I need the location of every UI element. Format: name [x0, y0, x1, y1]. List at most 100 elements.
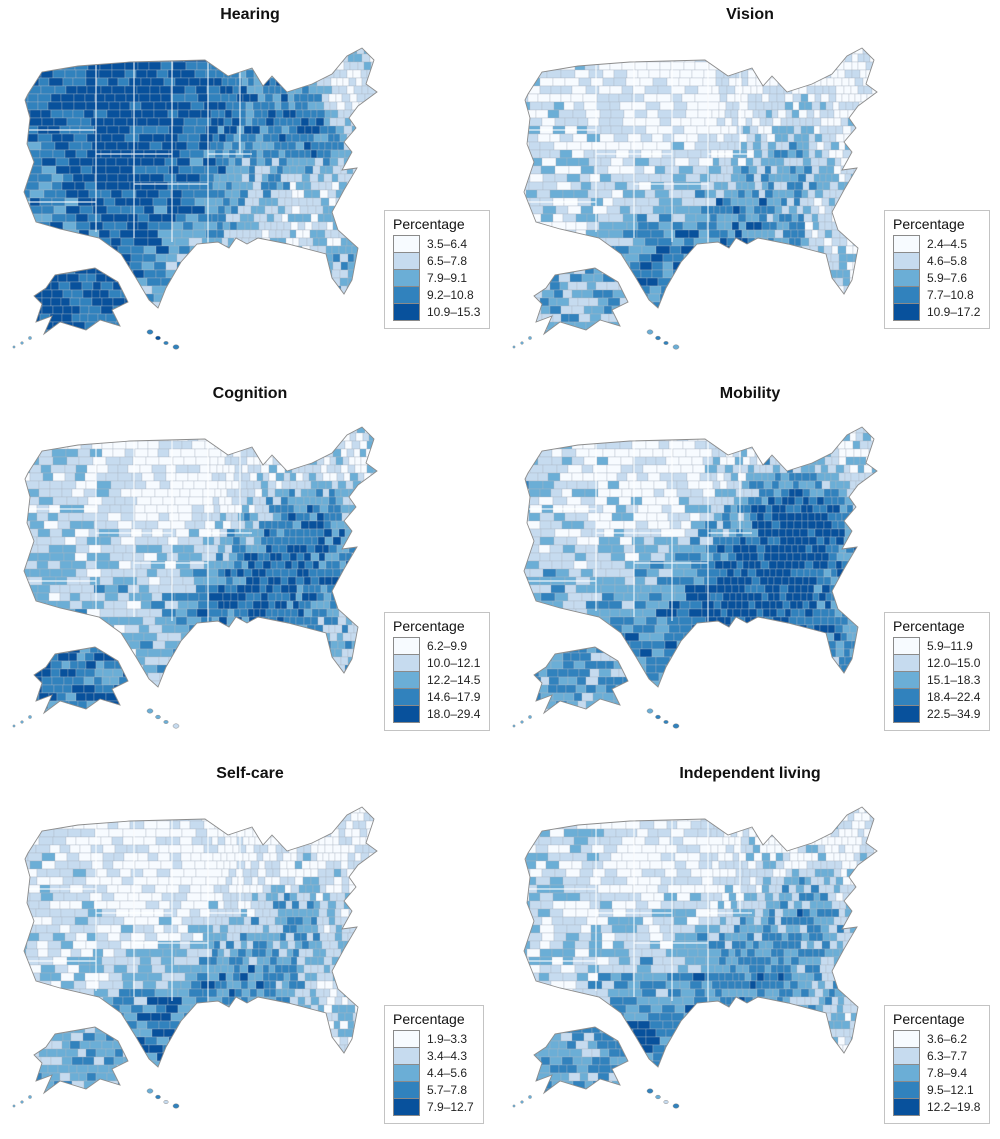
legend-label: 7.8–9.4 — [927, 1066, 968, 1080]
us-choropleth-map-self-care — [12, 806, 378, 1109]
panel-title: Independent living — [679, 765, 821, 782]
legend-row: 5.7–7.8 — [393, 1081, 474, 1099]
legend-row: 9.2–10.8 — [393, 286, 480, 304]
legend-label: 3.5–6.4 — [427, 237, 468, 251]
panel-title: Cognition — [212, 385, 288, 402]
legend-swatch-class4 — [893, 286, 920, 304]
legend-label: 7.9–9.1 — [427, 271, 468, 285]
legend-swatch-class3 — [893, 671, 920, 689]
legend-label: 1.9–3.3 — [427, 1032, 468, 1046]
legend-swatch-class1 — [893, 1030, 920, 1048]
legend-title: Percentage — [393, 216, 465, 232]
legend-swatch-class4 — [393, 688, 420, 706]
legend-row: 10.9–15.3 — [393, 303, 480, 321]
legend-swatch-class4 — [393, 1081, 420, 1099]
legend-label: 6.2–9.9 — [427, 639, 468, 653]
legend-row: 6.2–9.9 — [393, 637, 480, 655]
legend-swatch-class4 — [893, 688, 920, 706]
legend: Percentage 6.2–9.9 10.0–12.1 12.2–14.5 1… — [384, 612, 491, 731]
map-panel-independent-living: Independent living Percentage 3.6–6.2 6.… — [500, 759, 1000, 1138]
legend: Percentage 5.9–11.9 12.0–15.0 15.1–18.3 … — [884, 612, 991, 731]
legend-title: Percentage — [893, 618, 965, 634]
legend-swatch-class5 — [893, 303, 920, 321]
legend-label: 6.5–7.8 — [427, 254, 468, 268]
legend-label: 14.6–17.9 — [427, 690, 481, 704]
legend-row: 3.4–4.3 — [393, 1047, 474, 1065]
legend: Percentage 3.5–6.4 6.5–7.8 7.9–9.1 9.2–1… — [384, 210, 491, 329]
legend-row: 7.7–10.8 — [893, 286, 980, 304]
map-panel-hearing: Hearing Percentage 3.5–6.4 6.5–7.8 7.9–9… — [0, 0, 500, 379]
legend-row: 14.6–17.9 — [393, 688, 480, 706]
legend-row: 18.0–29.4 — [393, 705, 480, 723]
us-choropleth-map-hearing — [12, 47, 378, 350]
legend-label: 15.1–18.3 — [927, 673, 981, 687]
legend-row: 3.5–6.4 — [393, 235, 480, 253]
legend-title: Percentage — [393, 618, 465, 634]
legend-label: 4.4–5.6 — [427, 1066, 468, 1080]
legend-row: 12.2–14.5 — [393, 671, 480, 689]
legend-row: 10.0–12.1 — [393, 654, 480, 672]
legend-label: 10.9–15.3 — [427, 305, 481, 319]
legend-row: 6.3–7.7 — [893, 1047, 980, 1065]
legend-swatch-class5 — [393, 705, 420, 723]
legend-label: 12.2–19.8 — [927, 1100, 981, 1114]
legend-label: 12.0–15.0 — [927, 656, 981, 670]
legend-row: 18.4–22.4 — [893, 688, 980, 706]
legend-label: 2.4–4.5 — [927, 237, 968, 251]
legend-row: 9.5–12.1 — [893, 1081, 980, 1099]
legend-swatch-class1 — [393, 637, 420, 655]
legend-row: 3.6–6.2 — [893, 1030, 980, 1048]
legend-swatch-class5 — [393, 1098, 420, 1116]
legend-swatch-class5 — [893, 1098, 920, 1116]
legend-swatch-class2 — [893, 252, 920, 270]
legend-swatch-class1 — [393, 235, 420, 253]
legend-title: Percentage — [393, 1011, 465, 1027]
legend: Percentage 3.6–6.2 6.3–7.7 7.8–9.4 9.5–1… — [884, 1005, 991, 1124]
us-choropleth-map-mobility — [512, 426, 878, 729]
legend-swatch-class1 — [393, 1030, 420, 1048]
legend-label: 10.0–12.1 — [427, 656, 481, 670]
legend-label: 12.2–14.5 — [427, 673, 481, 687]
legend-title: Percentage — [893, 1011, 965, 1027]
legend-swatch-class1 — [893, 637, 920, 655]
legend: Percentage 1.9–3.3 3.4–4.3 4.4–5.6 5.7–7… — [384, 1005, 484, 1124]
legend-row: 22.5–34.9 — [893, 705, 980, 723]
legend-swatch-class2 — [893, 654, 920, 672]
legend-label: 3.4–4.3 — [427, 1049, 468, 1063]
legend-swatch-class2 — [393, 654, 420, 672]
panel-title: Vision — [726, 6, 774, 23]
map-panel-vision: Vision Percentage 2.4–4.5 4.6–5.8 5.9–7.… — [500, 0, 1000, 379]
legend-swatch-class5 — [393, 303, 420, 321]
legend-row: 5.9–11.9 — [893, 637, 980, 655]
legend-swatch-class3 — [893, 269, 920, 287]
legend-label: 4.6–5.8 — [927, 254, 968, 268]
legend-swatch-class2 — [893, 1047, 920, 1065]
legend-label: 18.4–22.4 — [927, 690, 981, 704]
legend-swatch-class3 — [893, 1064, 920, 1082]
panel-title: Mobility — [719, 385, 781, 402]
legend-swatch-class2 — [393, 1047, 420, 1065]
map-panel-cognition: Cognition Percentage 6.2–9.9 10.0–12.1 1… — [0, 379, 500, 758]
legend-label: 6.3–7.7 — [927, 1049, 968, 1063]
legend-label: 22.5–34.9 — [927, 707, 981, 721]
us-choropleth-map-cognition — [12, 426, 378, 729]
legend-label: 5.9–11.9 — [927, 639, 973, 653]
legend-row: 4.6–5.8 — [893, 252, 980, 270]
legend-row: 6.5–7.8 — [393, 252, 480, 270]
legend-label: 7.7–10.8 — [927, 288, 974, 302]
legend-row: 10.9–17.2 — [893, 303, 980, 321]
legend-label: 9.5–12.1 — [927, 1083, 974, 1097]
legend-label: 10.9–17.2 — [927, 305, 981, 319]
legend-row: 12.0–15.0 — [893, 654, 980, 672]
legend-swatch-class3 — [393, 1064, 420, 1082]
legend-row: 4.4–5.6 — [393, 1064, 474, 1082]
legend-swatch-class3 — [393, 671, 420, 689]
legend-label: 7.9–12.7 — [427, 1100, 474, 1114]
map-panel-mobility: Mobility Percentage 5.9–11.9 12.0–15.0 1… — [500, 379, 1000, 758]
panel-title: Hearing — [220, 6, 280, 23]
legend-row: 15.1–18.3 — [893, 671, 980, 689]
legend-swatch-class1 — [893, 235, 920, 253]
legend-row: 1.9–3.3 — [393, 1030, 474, 1048]
legend-swatch-class3 — [393, 269, 420, 287]
